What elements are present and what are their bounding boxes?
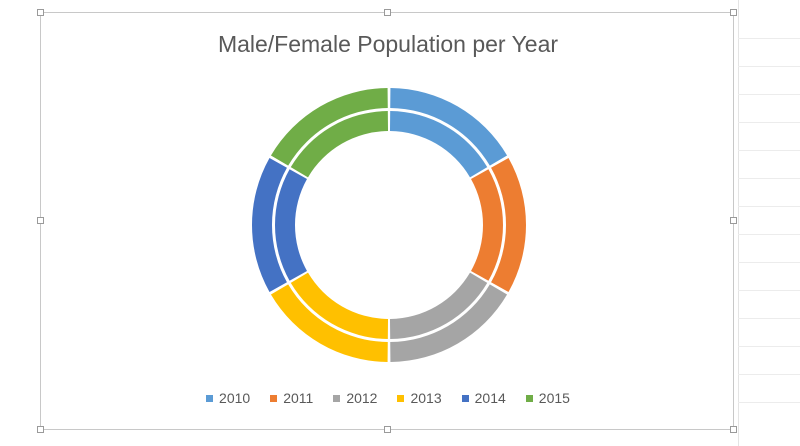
donut-slice-2012-ring-1[interactable] [390, 284, 508, 362]
legend-item-2012[interactable]: 2012 [333, 390, 377, 406]
sheet-row-line [738, 402, 800, 403]
resize-handle-top-left[interactable] [37, 9, 44, 16]
sheet-row-line [738, 318, 800, 319]
legend-swatch [333, 394, 341, 402]
sheet-row-line [738, 38, 800, 39]
resize-handle-bottom-right[interactable] [730, 426, 737, 433]
sheet-row-line [738, 374, 800, 375]
legend-swatch [461, 394, 469, 402]
doughnut-chart[interactable] [41, 13, 735, 431]
donut-slice-2013-ring-2[interactable] [290, 272, 389, 339]
donut-slice-2015-ring-1[interactable] [270, 88, 388, 166]
legend-label: 2015 [538, 390, 570, 406]
sheet-row-line [738, 206, 800, 207]
donut-slice-2015-ring-2[interactable] [290, 111, 389, 178]
legend-swatch [270, 394, 278, 402]
donut-slice-2011-ring-2[interactable] [470, 169, 503, 281]
legend-swatch [206, 394, 214, 402]
resize-handle-top-right[interactable] [730, 9, 737, 16]
sheet-row-line [738, 234, 800, 235]
resize-handle-bottom-left[interactable] [37, 426, 44, 433]
donut-slice-2013-ring-1[interactable] [270, 284, 388, 362]
legend-item-2011[interactable]: 2011 [270, 390, 313, 406]
legend-item-2013[interactable]: 2013 [397, 390, 442, 406]
legend-item-2014[interactable]: 2014 [461, 390, 506, 406]
donut-slice-2011-ring-1[interactable] [491, 157, 526, 293]
chart-area[interactable]: Male/Female Population per Year 2010 2011… [37, 9, 737, 433]
resize-handle-bottom[interactable] [384, 426, 391, 433]
resize-handle-right[interactable] [730, 217, 737, 224]
legend-label: 2012 [346, 390, 378, 406]
donut-slice-2010-ring-1[interactable] [390, 88, 508, 166]
chart-legend[interactable]: 2010 2011 2012 2013 2014 2015 [41, 390, 735, 406]
sheet-column-border [738, 0, 739, 446]
chart-title[interactable]: Male/Female Population per Year [217, 31, 559, 57]
legend-label: 2013 [410, 390, 442, 406]
legend-item-2010[interactable]: 2010 [206, 390, 250, 406]
resize-handle-top[interactable] [384, 9, 391, 16]
sheet-row-line [738, 178, 800, 179]
legend-item-2015[interactable]: 2015 [525, 390, 570, 406]
donut-slice-2010-ring-2[interactable] [389, 111, 488, 178]
sheet-row-line [738, 66, 800, 67]
donut-slice-2012-ring-2[interactable] [389, 272, 488, 339]
legend-swatch [397, 394, 405, 402]
donut-slice-2014-ring-1[interactable] [251, 157, 287, 293]
sheet-row-line [738, 262, 800, 263]
sheet-row-line [738, 150, 800, 151]
legend-label: 2011 [283, 390, 314, 406]
legend-label: 2010 [219, 390, 251, 406]
sheet-row-line [738, 290, 800, 291]
sheet-row-line [738, 122, 800, 123]
legend-label: 2014 [474, 390, 506, 406]
donut-slice-2014-ring-2[interactable] [275, 169, 308, 281]
legend-swatch [525, 394, 533, 402]
resize-handle-left[interactable] [37, 217, 44, 224]
sheet-row-line [738, 94, 800, 95]
sheet-row-line [738, 346, 800, 347]
